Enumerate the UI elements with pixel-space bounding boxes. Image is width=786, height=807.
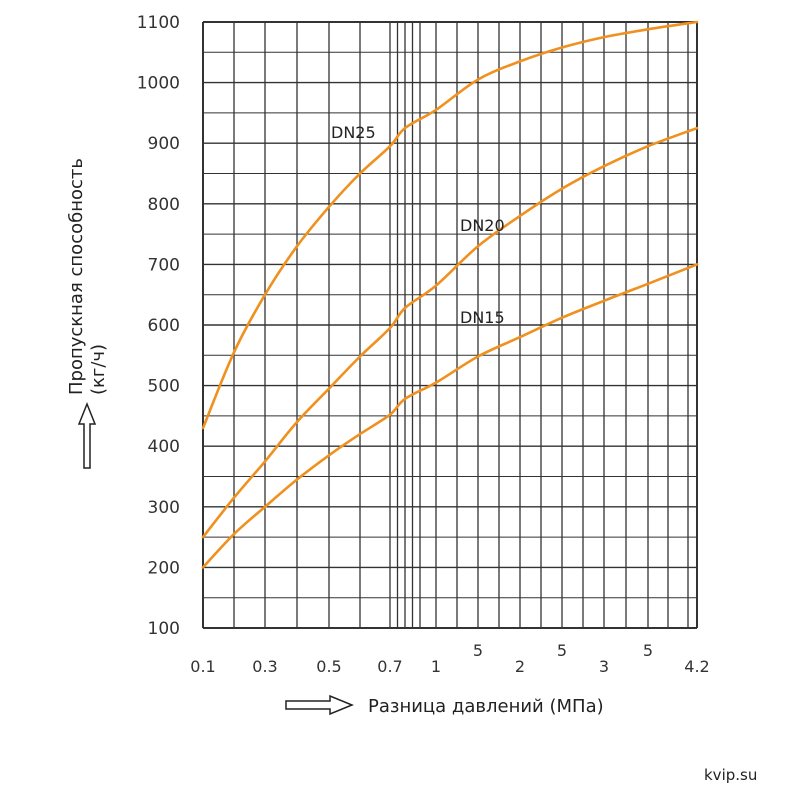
y-axis-title-line1: Пропускная способность xyxy=(66,158,87,395)
x-axis-arrow-icon xyxy=(285,694,354,716)
y-tick-label: 400 xyxy=(148,437,180,457)
y-axis-arrow-icon xyxy=(77,401,97,469)
x-tick-label: 0.3 xyxy=(252,657,277,676)
y-tick-label: 700 xyxy=(148,255,180,275)
y-tick-label: 300 xyxy=(148,498,180,518)
y-tick-label: 500 xyxy=(148,377,180,397)
y-axis-title-line2: (кг/ч) xyxy=(88,344,109,395)
series-label-dn20: DN20 xyxy=(460,216,505,235)
x-tick-label: 2 xyxy=(515,657,525,676)
curves xyxy=(201,20,699,569)
x-tick-label: 3 xyxy=(599,657,609,676)
x-tick-labels: 0.1 0.3 0.5 0.7 1 5 2 5 3 5 4.2 xyxy=(190,641,709,676)
y-tick-label: 200 xyxy=(148,558,180,578)
series-line-dn15 xyxy=(201,263,699,569)
y-tick-label: 1000 xyxy=(137,74,180,94)
series-line-dn20 xyxy=(201,126,699,539)
x-tick-label: 4.2 xyxy=(684,657,709,676)
x-tick-label: 1 xyxy=(431,657,441,676)
x-tick-label: 5 xyxy=(557,641,567,660)
watermark-text: kvip.su xyxy=(704,766,757,784)
y-tick-label: 900 xyxy=(148,134,180,154)
x-tick-label: 5 xyxy=(473,641,483,660)
y-tick-label: 100 xyxy=(148,619,180,639)
x-tick-label: 0.1 xyxy=(190,657,215,676)
grid xyxy=(202,21,698,629)
x-axis-title: Разница давлений (МПа) xyxy=(368,696,604,717)
y-axis-title: Пропускная способность (кг/ч) xyxy=(66,158,109,395)
x-tick-label: 0.7 xyxy=(377,657,402,676)
series-label-dn25: DN25 xyxy=(331,123,376,142)
y-tick-label: 800 xyxy=(148,195,180,215)
y-tick-labels: 100 200 300 400 500 600 700 800 900 1000 1100 xyxy=(137,13,180,639)
y-tick-label: 1100 xyxy=(137,13,180,33)
x-tick-label: 5 xyxy=(643,641,653,660)
series-label-dn15: DN15 xyxy=(460,308,505,327)
x-tick-label: 0.5 xyxy=(316,657,341,676)
y-tick-label: 600 xyxy=(148,316,180,336)
series-line-dn25 xyxy=(201,20,699,430)
